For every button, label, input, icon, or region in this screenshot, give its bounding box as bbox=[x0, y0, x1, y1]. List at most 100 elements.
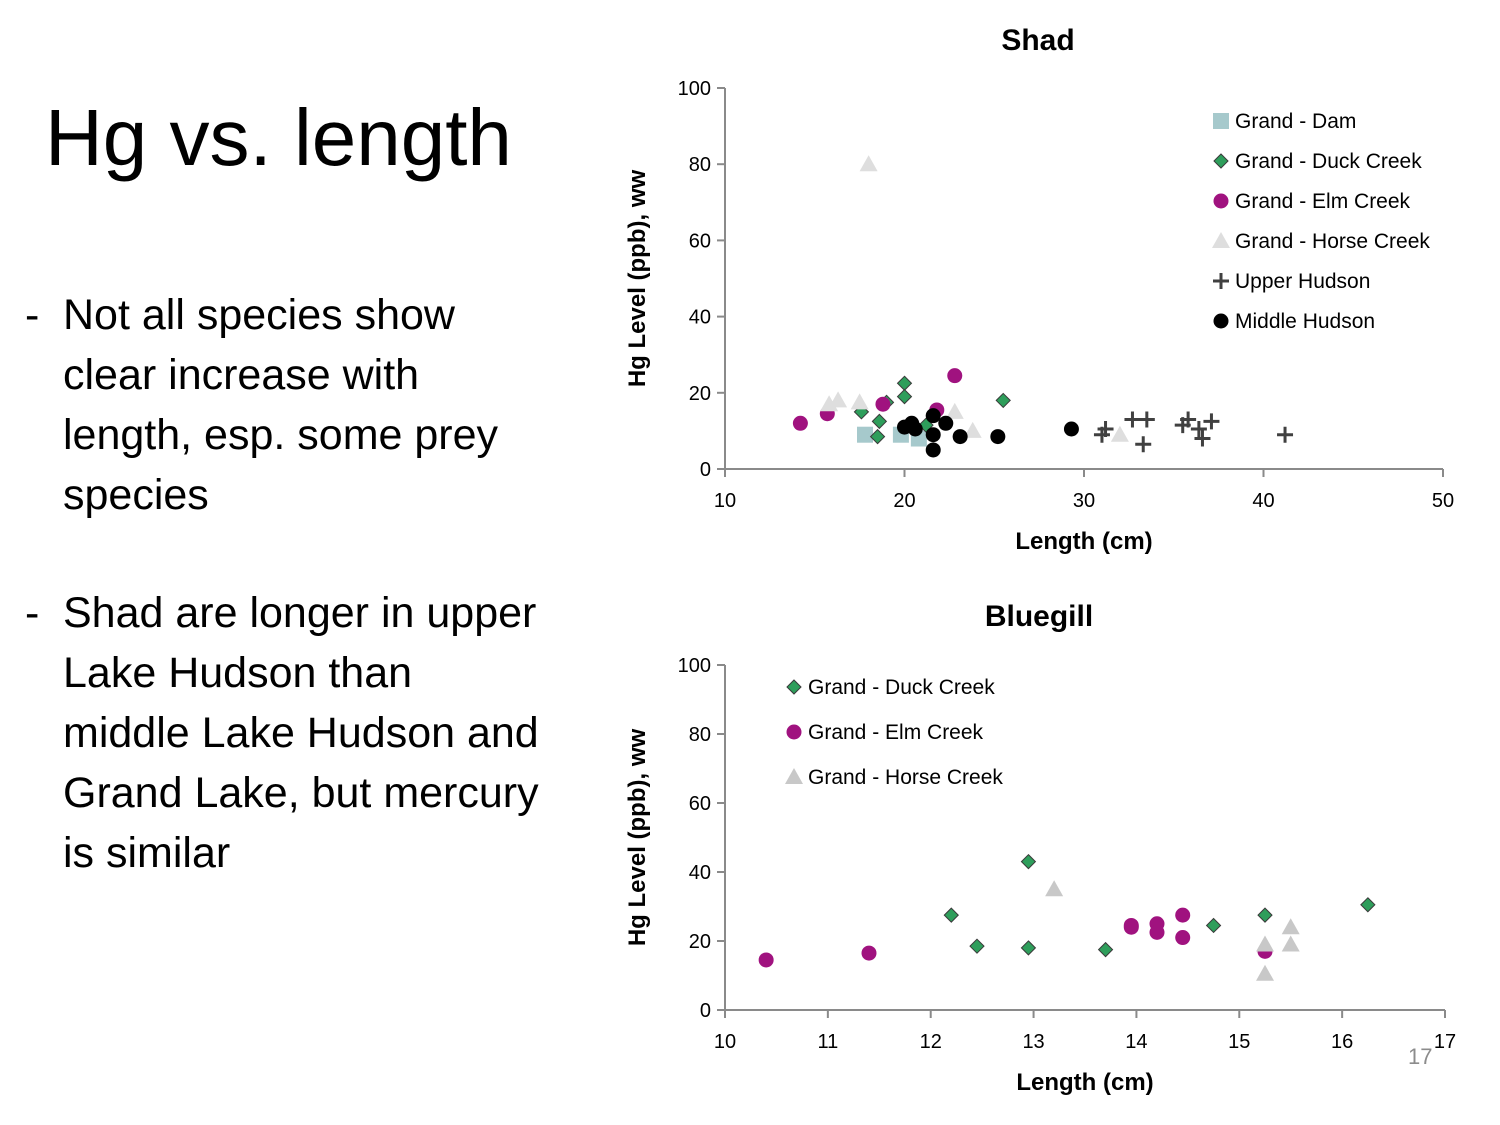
legend-marker bbox=[1213, 193, 1229, 209]
y-tick-label: 100 bbox=[678, 78, 711, 100]
x-tick-label: 12 bbox=[920, 1031, 942, 1053]
data-point bbox=[1124, 411, 1141, 428]
data-point bbox=[875, 396, 891, 412]
x-tick-label: 16 bbox=[1331, 1031, 1353, 1053]
legend-label: Grand - Elm Creek bbox=[808, 721, 984, 744]
x-tick-label: 20 bbox=[893, 490, 915, 512]
x-tick-label: 17 bbox=[1434, 1031, 1456, 1053]
page-number: 17 bbox=[1408, 1044, 1433, 1069]
y-axis-label: Hg Level (ppb), ww bbox=[624, 729, 651, 947]
y-tick-label: 40 bbox=[689, 307, 711, 329]
data-point bbox=[1205, 917, 1222, 934]
bullet-marker: - bbox=[25, 291, 40, 339]
data-point bbox=[952, 429, 968, 445]
data-point bbox=[1256, 964, 1274, 981]
bullet-list: - Not all species show clear increase wi… bbox=[25, 285, 545, 941]
data-point bbox=[1110, 425, 1129, 442]
data-point bbox=[1138, 411, 1155, 428]
y-tick-label: 60 bbox=[689, 230, 711, 252]
x-axis-label: Length (cm) bbox=[1015, 528, 1152, 555]
y-tick-label: 80 bbox=[689, 154, 711, 176]
legend-marker bbox=[1213, 113, 1229, 129]
legend-label: Middle Hudson bbox=[1235, 310, 1375, 333]
data-point bbox=[907, 421, 923, 437]
data-point bbox=[896, 375, 913, 391]
data-point bbox=[1175, 907, 1191, 923]
legend-label: Grand - Elm Creek bbox=[1235, 190, 1411, 213]
data-point bbox=[1180, 411, 1197, 428]
bullet-marker: - bbox=[25, 589, 40, 637]
y-axis-label: Hg Level (ppb), ww bbox=[624, 170, 651, 388]
data-point bbox=[943, 907, 959, 923]
legend-marker bbox=[1213, 273, 1229, 289]
data-point bbox=[1020, 853, 1037, 870]
data-point bbox=[963, 421, 982, 438]
data-point bbox=[1281, 935, 1300, 952]
data-point bbox=[947, 368, 963, 384]
data-point bbox=[969, 938, 985, 954]
x-tick-label: 13 bbox=[1022, 1031, 1044, 1053]
data-point bbox=[857, 426, 874, 443]
data-point bbox=[829, 391, 848, 408]
y-tick-label: 40 bbox=[689, 862, 711, 884]
data-point bbox=[850, 393, 869, 410]
x-tick-label: 50 bbox=[1432, 490, 1454, 512]
bluegill-chart: Bluegill 0 20 40 60 80 100 10 11 12 13 14 15 16 17 Leng… bbox=[600, 590, 1480, 1110]
data-point bbox=[1277, 426, 1294, 443]
bluegill-chart-svg: Bluegill 0 20 40 60 80 100 10 11 12 13 14 15 16 17 Leng… bbox=[624, 600, 1456, 1096]
x-tick-label: 30 bbox=[1073, 490, 1095, 512]
data-point bbox=[1123, 919, 1139, 935]
data-point bbox=[1190, 420, 1207, 437]
x-tick-label: 14 bbox=[1125, 1031, 1147, 1053]
data-point bbox=[925, 427, 941, 443]
y-tick-label: 0 bbox=[700, 459, 711, 481]
x-axis-label: Length (cm) bbox=[1016, 1069, 1153, 1096]
legend-label: Grand - Dam bbox=[1235, 110, 1356, 133]
data-point bbox=[990, 429, 1006, 445]
shad-chart: Shad 0 20 40 60 80 100 10 20 30 40 50 Length (cm) Hg … bbox=[600, 15, 1480, 565]
data-point bbox=[1097, 941, 1114, 958]
legend-label: Grand - Horse Creek bbox=[1235, 230, 1430, 253]
y-tick-label: 60 bbox=[689, 793, 711, 815]
data-point bbox=[861, 945, 877, 961]
data-point bbox=[1097, 420, 1114, 437]
data-point bbox=[1360, 897, 1376, 913]
chart-title: Shad bbox=[1001, 24, 1074, 57]
bullet-item: - Not all species show clear increase wi… bbox=[25, 285, 545, 525]
x-tick-label: 15 bbox=[1228, 1031, 1250, 1053]
legend-marker bbox=[785, 768, 803, 784]
y-tick-label: 20 bbox=[689, 383, 711, 405]
y-tick-label: 0 bbox=[700, 1000, 711, 1022]
data-point bbox=[1175, 930, 1191, 946]
data-point bbox=[1256, 935, 1274, 952]
y-tick-label: 80 bbox=[689, 724, 711, 746]
bullet-item: - Shad are longer in upper Lake Hudson t… bbox=[25, 583, 545, 883]
data-point bbox=[1203, 413, 1220, 430]
legend-marker bbox=[786, 724, 802, 740]
legend-marker bbox=[1212, 232, 1230, 248]
data-point bbox=[869, 428, 886, 445]
x-tick-label: 40 bbox=[1252, 490, 1274, 512]
data-point bbox=[1045, 880, 1064, 897]
data-point bbox=[758, 952, 774, 968]
data-point bbox=[938, 415, 954, 431]
legend-marker bbox=[786, 679, 802, 695]
data-point bbox=[945, 402, 964, 419]
legend-label: Grand - Horse Creek bbox=[808, 766, 1003, 789]
bullet-text: Shad are longer in upper Lake Hudson tha… bbox=[63, 589, 539, 877]
legend-label: Grand - Duck Creek bbox=[808, 676, 995, 699]
data-point bbox=[1257, 907, 1273, 923]
data-point bbox=[925, 408, 941, 424]
chart-title: Bluegill bbox=[985, 600, 1093, 633]
legend-marker bbox=[1213, 313, 1229, 329]
bullet-text: Not all species show clear increase with… bbox=[63, 291, 499, 519]
data-point bbox=[1194, 430, 1211, 447]
data-point bbox=[925, 442, 941, 458]
legend-label: Upper Hudson bbox=[1235, 270, 1370, 293]
data-point bbox=[859, 155, 878, 172]
data-point bbox=[792, 415, 808, 431]
x-tick-label: 10 bbox=[714, 1031, 736, 1053]
data-point bbox=[896, 388, 913, 405]
y-tick-label: 20 bbox=[689, 931, 711, 953]
data-point bbox=[995, 392, 1011, 409]
